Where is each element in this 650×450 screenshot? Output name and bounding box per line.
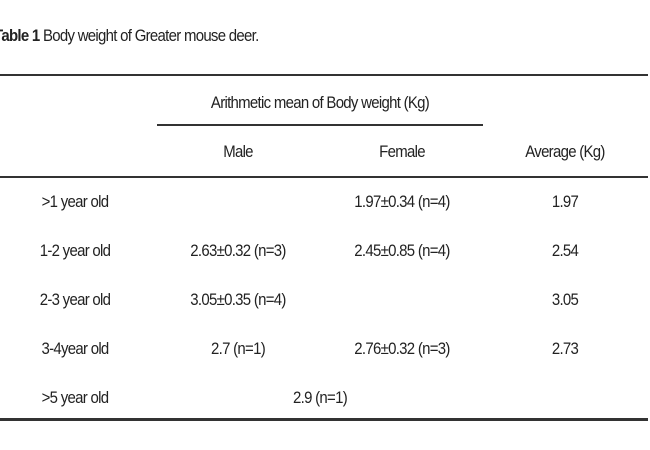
male-cell: 3.05±0.35 (n=4) (190, 290, 286, 309)
column-header: Male (223, 142, 253, 161)
caption-text: Body weight of Greater mouse deer. (42, 26, 259, 45)
row-label: 1-2 year old (39, 241, 111, 260)
average-cell: 1.97 (551, 192, 579, 211)
bottom-rule (0, 418, 648, 421)
column-header: Average (Kg) (525, 142, 605, 161)
average-cell: 2.73 (551, 339, 579, 358)
group-rule (157, 124, 483, 126)
table-caption: Table 1 Body weight of Greater mouse dee… (0, 26, 259, 46)
row-label: 3-4year old (41, 339, 109, 358)
row-label: 2-3 year old (39, 290, 111, 309)
column-header: Female (379, 142, 425, 161)
combined-cell: 2.9 (n=1) (293, 388, 348, 407)
row-label: >5 year old (41, 388, 109, 407)
average-cell: 2.54 (551, 241, 579, 260)
caption-label: Table 1 (0, 26, 40, 45)
male-cell: 2.63±0.32 (n=3) (190, 241, 286, 260)
row-label: >1 year old (41, 192, 109, 211)
male-cell: 2.7 (n=1) (211, 339, 266, 358)
female-cell: 2.45±0.85 (n=4) (354, 241, 450, 260)
top-rule (0, 74, 648, 76)
average-cell: 3.05 (551, 290, 579, 309)
group-header: Arithmetic mean of Body weight (Kg) (210, 93, 430, 112)
female-cell: 1.97±0.34 (n=4) (354, 192, 450, 211)
header-rule (0, 176, 648, 178)
female-cell: 2.76±0.32 (n=3) (354, 339, 450, 358)
